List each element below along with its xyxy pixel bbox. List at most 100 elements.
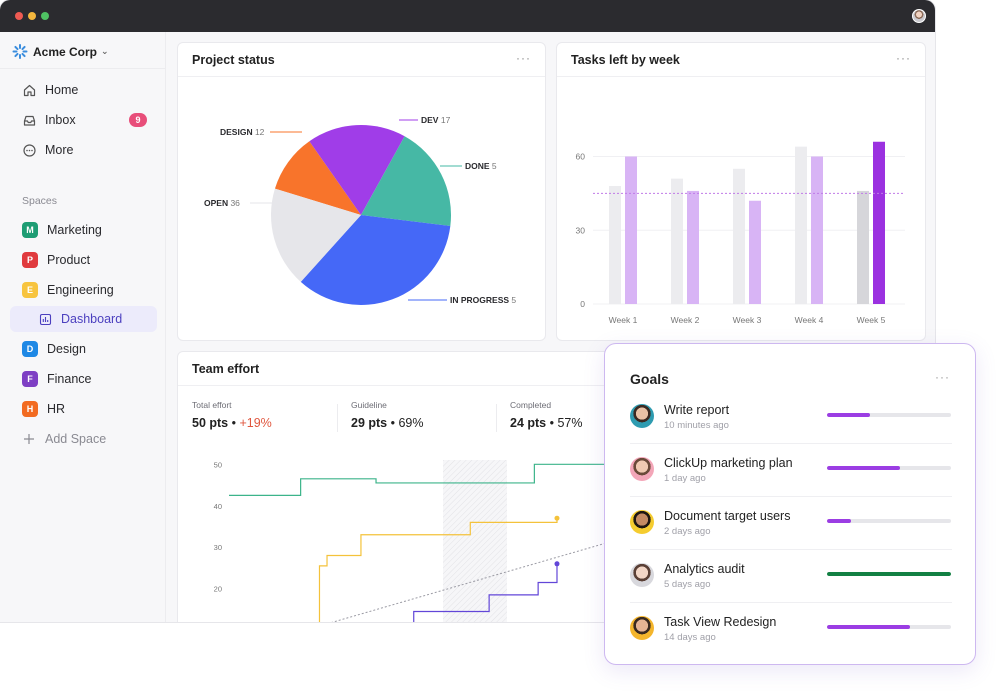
pie-slice-in-progress[interactable] [300, 215, 451, 305]
pie-label: DESIGN 12 [220, 127, 265, 137]
pie-slice-done[interactable] [361, 136, 451, 226]
bar-series-2[interactable] [625, 156, 637, 305]
sidebar-item-label: Product [47, 253, 91, 267]
card-header: Tasks left by week ··· [557, 43, 925, 77]
user-avatar[interactable] [912, 9, 926, 23]
bar-series-1[interactable] [795, 146, 807, 304]
sidebar-item-product[interactable]: P Product [10, 247, 157, 273]
goal-time: 2 days ago [664, 526, 711, 537]
weekend-shading [443, 460, 507, 622]
y-tick-label: 30 [214, 543, 222, 552]
goal-progress-fill [827, 519, 851, 523]
goal-item[interactable]: Task View Redesign 14 days ago [630, 603, 952, 656]
effort-series-4 [331, 542, 607, 622]
add-space-label: Add Space [45, 432, 107, 446]
workspace-switcher[interactable]: Acme Corp ⌄ [12, 44, 109, 59]
home-icon [22, 83, 36, 97]
inbox-icon [22, 113, 36, 127]
goal-progress-fill [827, 625, 911, 629]
goal-item[interactable]: Write report 10 minutes ago [630, 391, 952, 444]
team-effort-line-chart: 20 30 40 50 [214, 460, 607, 622]
sidebar-item-marketing[interactable]: M Marketing [10, 217, 157, 243]
goal-progress-bar [827, 466, 951, 470]
card-title: Tasks left by week [571, 53, 680, 67]
bar-series-2[interactable] [873, 141, 885, 304]
inbox-count-badge: 9 [129, 113, 147, 127]
sidebar-item-finance[interactable]: F Finance [10, 366, 157, 392]
sidebar-item-label: Design [47, 342, 86, 356]
bar-series-1[interactable] [733, 168, 745, 304]
app-window: Acme Corp ⌄ Home Inbox 9 More Spaces M [0, 0, 935, 622]
goal-item[interactable]: Analytics audit 5 days ago [630, 550, 952, 603]
sidebar-item-design[interactable]: D Design [10, 336, 157, 362]
goal-progress-bar [827, 625, 951, 629]
bar-series-1[interactable] [671, 178, 683, 304]
effort-stats: Total effort 50 pts • +19% Guideline 29 … [192, 400, 632, 440]
space-chip-icon: E [22, 282, 38, 298]
effort-series-3 [413, 563, 558, 622]
bar-series-2[interactable] [811, 156, 823, 305]
goal-progress-fill [827, 413, 871, 417]
stat-separator [337, 404, 338, 432]
minimize-window-button[interactable] [28, 12, 36, 20]
dashboard-icon [38, 312, 52, 326]
stat-guideline: Guideline 29 pts • 69% [351, 400, 501, 430]
sidebar-item-label: Inbox [45, 113, 76, 127]
bar-series-1[interactable] [609, 186, 621, 304]
sidebar-item-home[interactable]: Home [10, 77, 157, 103]
effort-series-1 [229, 463, 606, 496]
project-status-pie-chart: DESIGN 12 DEV 17 DONE 5 IN PROGRESS 5 OPEN 3… [204, 115, 516, 305]
sidebar-item-more[interactable]: More [10, 137, 157, 163]
goal-name: ClickUp marketing plan [664, 456, 793, 470]
stat-value: 29 pts [351, 416, 388, 430]
sidebar-divider [0, 68, 166, 69]
more-options-icon[interactable]: ··· [896, 51, 911, 65]
space-chip-icon: P [22, 252, 38, 268]
goal-time: 5 days ago [664, 579, 711, 590]
maximize-window-button[interactable] [41, 12, 49, 20]
sidebar-item-label: Finance [47, 372, 92, 386]
stat-value: 24 pts [510, 416, 547, 430]
stat-percent: 57% [557, 416, 583, 430]
series-end-point [554, 561, 560, 567]
pie-label: IN PROGRESS 5 [450, 295, 516, 305]
close-window-button[interactable] [15, 12, 23, 20]
goal-item[interactable]: Document target users 2 days ago [630, 497, 952, 550]
x-tick-label: Week 1 [609, 315, 638, 325]
sidebar-item-label: Engineering [47, 283, 114, 297]
sidebar-item-inbox[interactable]: Inbox 9 [10, 107, 157, 133]
pie-slice-dev[interactable] [309, 125, 405, 215]
card-title: Project status [192, 53, 275, 67]
pie-slice-open[interactable] [271, 188, 361, 282]
pie-slice-design[interactable] [274, 141, 361, 215]
more-options-icon[interactable]: ··· [516, 51, 531, 65]
space-chip-icon: H [22, 401, 38, 417]
stat-separator [496, 404, 497, 432]
pie-label: DONE 5 [465, 161, 497, 171]
sidebar-item-hr[interactable]: H HR [10, 396, 157, 422]
bar-series-1[interactable] [857, 190, 869, 304]
sidebar-item-engineering[interactable]: E Engineering [10, 277, 157, 303]
stat-delta: +19% [239, 416, 272, 430]
stat-total-effort: Total effort 50 pts • +19% [192, 400, 342, 430]
goals-title: Goals [630, 371, 669, 387]
y-tick-label: 50 [214, 460, 222, 469]
avatar [630, 616, 654, 640]
avatar [630, 457, 654, 481]
goal-progress-bar [827, 413, 951, 417]
y-tick-label: 40 [214, 502, 222, 511]
bar-series-2[interactable] [687, 190, 699, 304]
add-space-button[interactable]: Add Space [10, 426, 157, 452]
more-options-icon[interactable]: ··· [935, 370, 950, 384]
goal-time: 1 day ago [664, 473, 706, 484]
bar-series-2[interactable] [749, 200, 761, 304]
x-tick-label: Week 5 [857, 315, 886, 325]
pie-label: OPEN 36 [204, 198, 240, 208]
sidebar-item-label: HR [47, 402, 66, 416]
space-chip-icon: M [22, 222, 38, 238]
x-tick-label: Week 2 [671, 315, 700, 325]
avatar [630, 404, 654, 428]
goal-item[interactable]: ClickUp marketing plan 1 day ago [630, 444, 952, 497]
y-tick-label: 60 [576, 152, 586, 162]
sidebar-item-dashboard[interactable]: Dashboard [10, 306, 157, 332]
